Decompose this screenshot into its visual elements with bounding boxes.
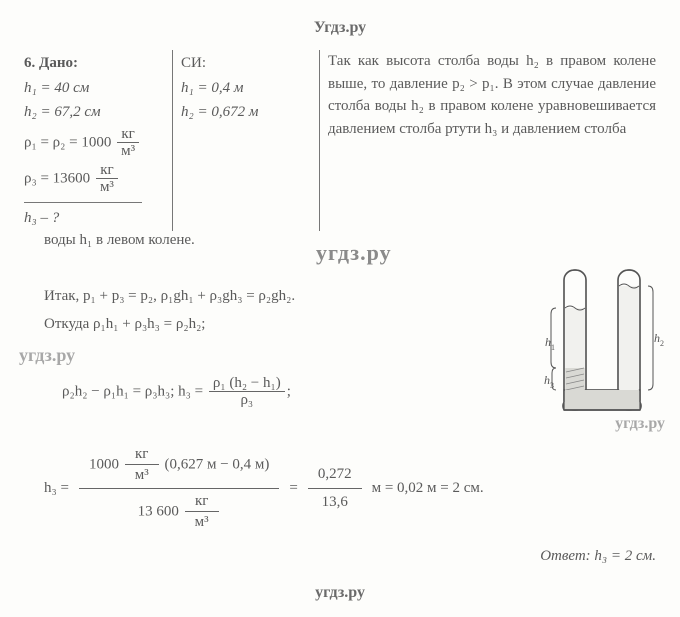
calc-fraction-2: 0,272 13,6 [308,461,362,515]
equation-line-3: ρ₂h₂ − ρ₁h₁ = ρ₃h₃; h₃ = ρ₁ (h₂ − h₁) ρ₃… [16,375,534,409]
problem-columns: 6. Дано: h₁ = 40 см h₂ = 67,2 см ρ₁ = ρ₂… [16,50,664,231]
given-column: 6. Дано: h₁ = 40 см h₂ = 67,2 см ρ₁ = ρ₂… [16,50,173,231]
explanation-column: Так как высота столба воды h₂ в правом к… [320,50,664,231]
watermark-left: угдз.ру [16,342,78,369]
equation-line-2: Откуда ρ₁h₁ + ρ₃h₃ = ρ₂h₂; [16,313,534,336]
calc-fraction-1: 1000 кгм³ (0,627 м − 0,4 м) 13 600 кгм³ [79,442,279,535]
svg-text:3: 3 [550,381,554,390]
given-find: h₃ – ? [24,207,164,230]
watermark-right: угдз.ру [612,412,668,436]
given-rho12: ρ₁ = ρ₂ = 1000 кгм³ [24,126,164,160]
calc-rhs: м = 0,02 м = 2 см. [372,477,484,500]
watermark-footer: угдз.ру [16,581,664,605]
given-h1: h₁ = 40 см [24,77,164,100]
svg-text:1: 1 [551,343,555,352]
si-title: СИ: [181,52,311,75]
svg-text:2: 2 [660,339,664,348]
si-h1: h₁ = 0,4 м [181,77,311,100]
given-title: 6. Дано: [24,52,164,75]
calc-lhs: h₃ = [44,477,69,500]
given-rho3: ρ₃ = 13600 кгм³ [24,162,164,196]
si-column: СИ: h₁ = 0,4 м h₂ = 0,672 м [173,50,320,231]
watermark-center: угдз.ру [316,236,392,269]
calculation-row: h₃ = 1000 кгм³ (0,627 м − 0,4 м) 13 600 … [16,442,664,535]
u-tube-diagram: h 1 h 3 h 2 угдз.ру [544,262,664,432]
equation-line-1: Итак, p₁ + p₃ = p₂, ρ₁gh₁ + ρ₃gh₃ = ρ₂gh… [16,285,534,308]
watermark-header: Угдз.ру [16,16,664,40]
given-h2: h₂ = 67,2 см [24,101,164,124]
si-h2: h₂ = 0,672 м [181,101,311,124]
explanation-text: Так как высота столба воды h₂ в правом к… [328,50,656,140]
given-divider [24,202,142,203]
calc-eq-1: = [289,477,297,500]
